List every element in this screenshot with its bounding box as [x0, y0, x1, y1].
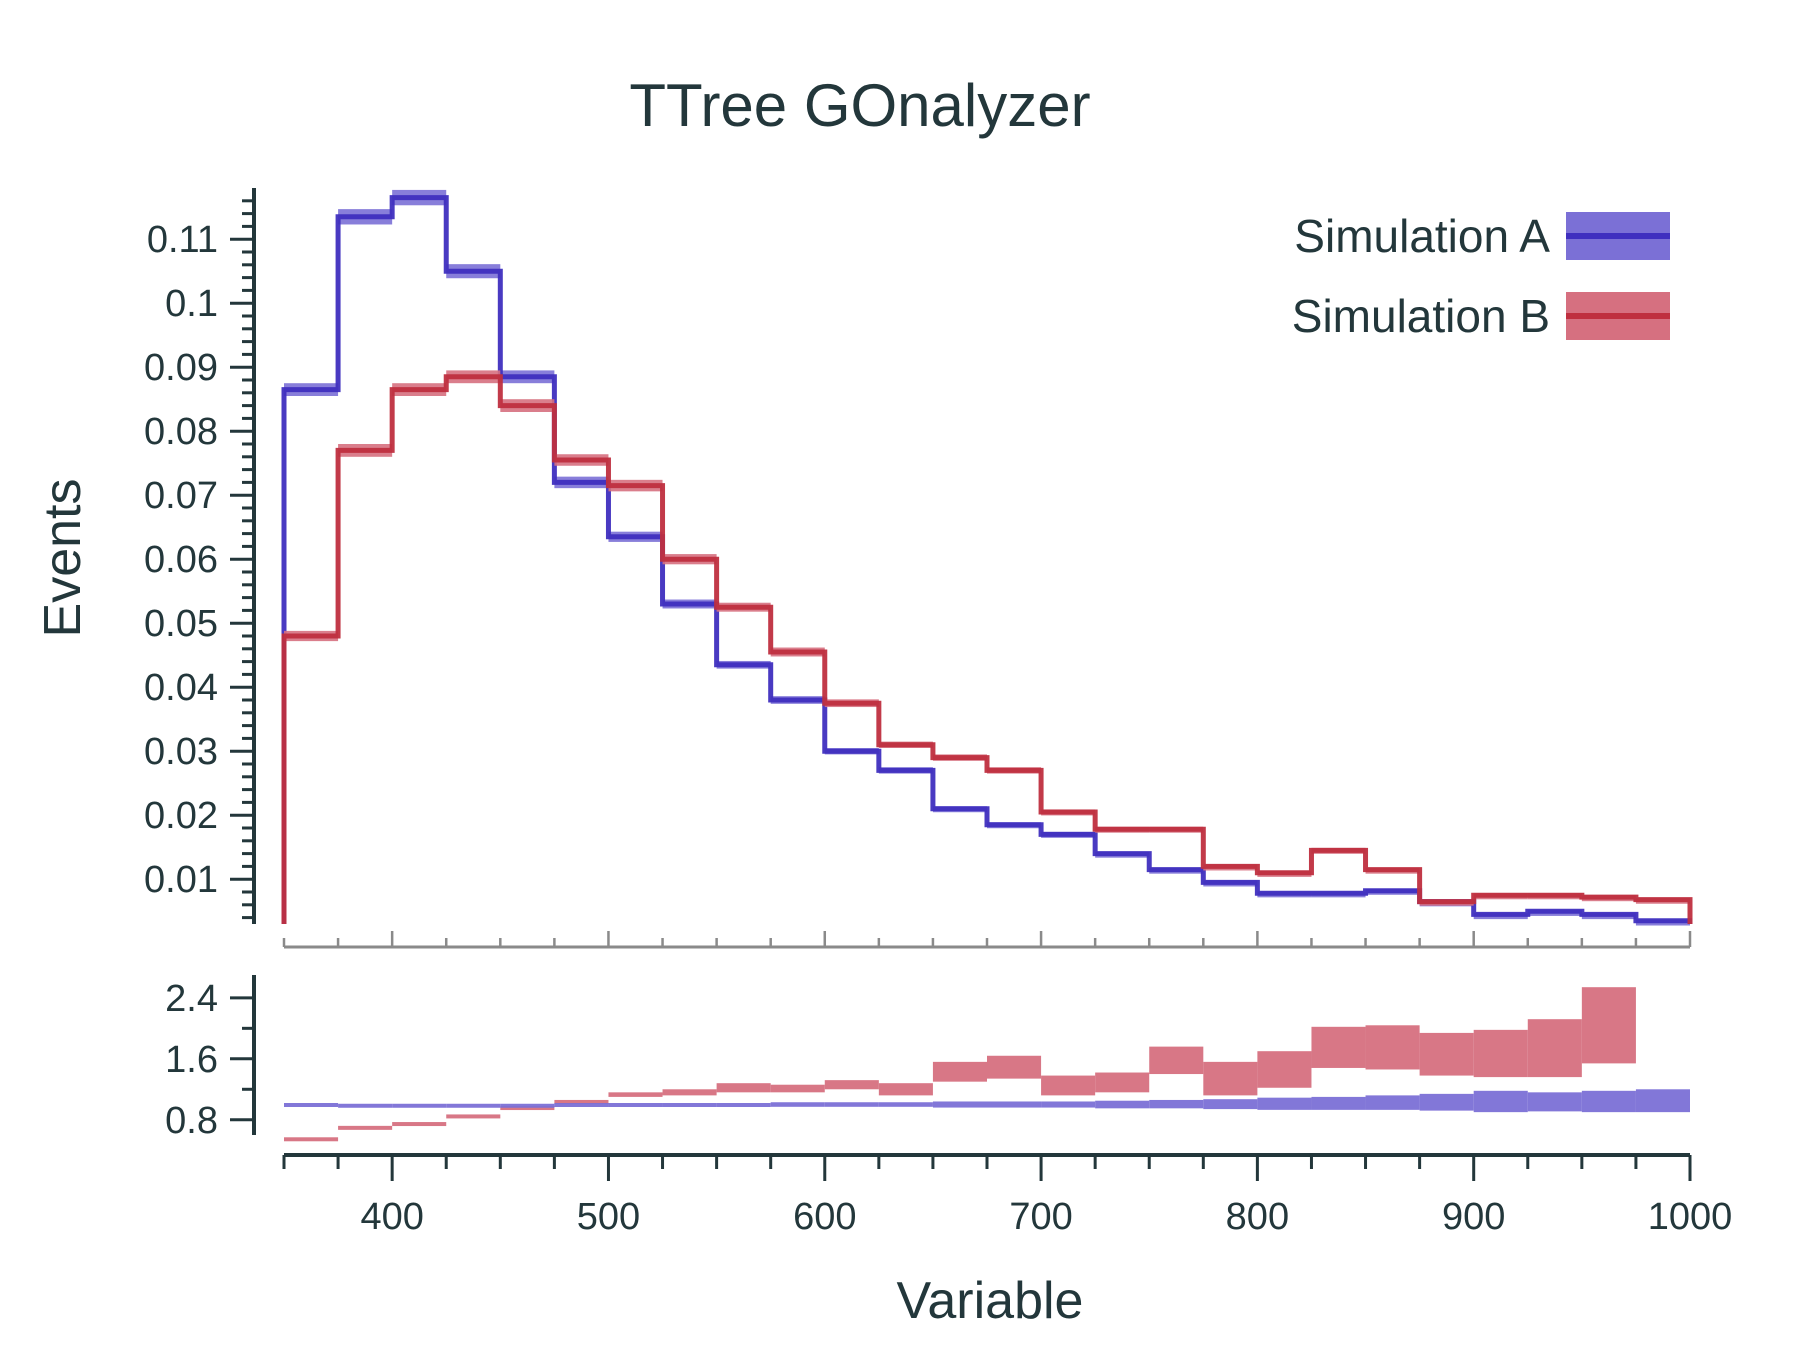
- main-y-tick-label: 0.06: [144, 539, 218, 581]
- ratio-band: [338, 1103, 393, 1108]
- ratio-band: [446, 1103, 501, 1108]
- ratio-band: [1365, 1025, 1420, 1070]
- main-y-tick-label: 0.09: [144, 347, 218, 389]
- legend: Simulation A Simulation B: [1292, 210, 1670, 342]
- main-y-tick-label: 0.01: [144, 859, 218, 901]
- ratio-band: [1149, 1046, 1204, 1075]
- main-series-b: [281, 370, 1693, 924]
- ratio-band: [446, 1114, 501, 1119]
- ratio-series-a: [284, 1089, 1690, 1113]
- x-tick-label: 800: [1226, 1196, 1289, 1238]
- main-y-tick-label: 0.1: [165, 283, 218, 325]
- main-y-tick-label: 0.04: [144, 667, 218, 709]
- ratio-band: [1203, 1061, 1258, 1096]
- ratio-band: [284, 1103, 339, 1107]
- ratio-y-tick-label: 2.4: [165, 978, 218, 1020]
- ratio-band: [770, 1102, 825, 1107]
- x-tick-label: 1000: [1648, 1196, 1733, 1238]
- ratio-band: [554, 1103, 609, 1107]
- ratio-band: [987, 1101, 1042, 1108]
- ratio-band: [500, 1106, 555, 1111]
- ratio-band: [662, 1089, 717, 1096]
- main-y-tick-label: 0.03: [144, 731, 218, 773]
- ratio-band: [1095, 1100, 1150, 1109]
- ratio-band: [1581, 987, 1636, 1064]
- ratio-band: [662, 1103, 717, 1107]
- ratio-band: [932, 1061, 987, 1082]
- histogram-step-line: [281, 374, 1693, 924]
- y-axis-label: Events: [34, 479, 92, 638]
- main-y-tick-label: 0.11: [147, 219, 218, 261]
- ratio-band: [716, 1083, 771, 1093]
- histogram-step-line: [281, 195, 1693, 924]
- ratio-band: [608, 1103, 663, 1107]
- ratio-band: [878, 1083, 933, 1096]
- ratio-band: [1041, 1101, 1096, 1108]
- legend-label: Simulation A: [1294, 210, 1550, 262]
- chart-title: TTree GOnalyzer: [629, 72, 1090, 139]
- ratio-y-tick-label: 0.8: [165, 1100, 218, 1142]
- legend-label: Simulation B: [1292, 290, 1550, 342]
- ratio-band: [824, 1080, 879, 1090]
- ratio-band: [608, 1092, 663, 1097]
- ratio-band: [1257, 1051, 1312, 1088]
- ratio-panel: 0.8 1.6 2.4: [165, 975, 1690, 1142]
- ratio-band: [987, 1055, 1042, 1079]
- ratio-band: [1419, 1093, 1474, 1111]
- ratio-band: [1527, 1019, 1582, 1078]
- main-panel: 0.01 0.02 0.03 0.04 0.05 0.06 0.07 0.08 0.09 0.1 0…: [144, 188, 1693, 926]
- ratio-band: [770, 1084, 825, 1093]
- main-y-tick-label: 0.07: [144, 475, 218, 517]
- x-tick-label: 700: [1009, 1196, 1072, 1238]
- ratio-series-b: [284, 987, 1636, 1142]
- ratio-band: [1149, 1099, 1204, 1109]
- ratio-band: [824, 1102, 879, 1107]
- ratio-y-tick-label: 1.6: [165, 1039, 218, 1081]
- main-y-tick-label: 0.05: [144, 603, 218, 645]
- ratio-band: [716, 1103, 771, 1107]
- ratio-band: [1203, 1099, 1258, 1110]
- ratio-band: [1635, 1089, 1690, 1113]
- x-tick-label: 500: [577, 1196, 640, 1238]
- ratio-band: [1257, 1097, 1312, 1110]
- ratio-band: [1527, 1092, 1582, 1112]
- ratio-band: [338, 1125, 393, 1130]
- ratio-band: [500, 1103, 555, 1108]
- x-tick-label: 600: [793, 1196, 856, 1238]
- x-axis-label: Variable: [897, 1272, 1084, 1330]
- ratio-band: [1311, 1096, 1366, 1110]
- ratio-band: [1095, 1072, 1150, 1093]
- ratio-band: [284, 1137, 339, 1142]
- ratio-band: [1581, 1090, 1636, 1113]
- ratio-band: [1473, 1029, 1528, 1078]
- main-series-a: [281, 189, 1693, 926]
- ratio-band: [1041, 1075, 1096, 1096]
- main-y-tick-label: 0.08: [144, 411, 218, 453]
- ratio-band: [392, 1122, 447, 1127]
- ratio-band: [1419, 1032, 1474, 1076]
- ratio-band: [554, 1099, 609, 1104]
- ratio-band: [878, 1102, 933, 1107]
- ratio-band: [1365, 1095, 1420, 1110]
- legend-entry-a: Simulation A: [1294, 210, 1670, 262]
- x-tick-label: 900: [1442, 1196, 1505, 1238]
- x-axis: 400 500 600 700 800 900 1000: [282, 931, 1733, 1238]
- legend-entry-b: Simulation B: [1292, 290, 1670, 342]
- ratio-band: [1311, 1026, 1366, 1068]
- ratio-band: [1473, 1090, 1528, 1113]
- ratio-band: [932, 1101, 987, 1108]
- x-tick-label: 400: [360, 1196, 423, 1238]
- ratio-band: [392, 1103, 447, 1108]
- main-y-tick-label: 0.02: [144, 795, 218, 837]
